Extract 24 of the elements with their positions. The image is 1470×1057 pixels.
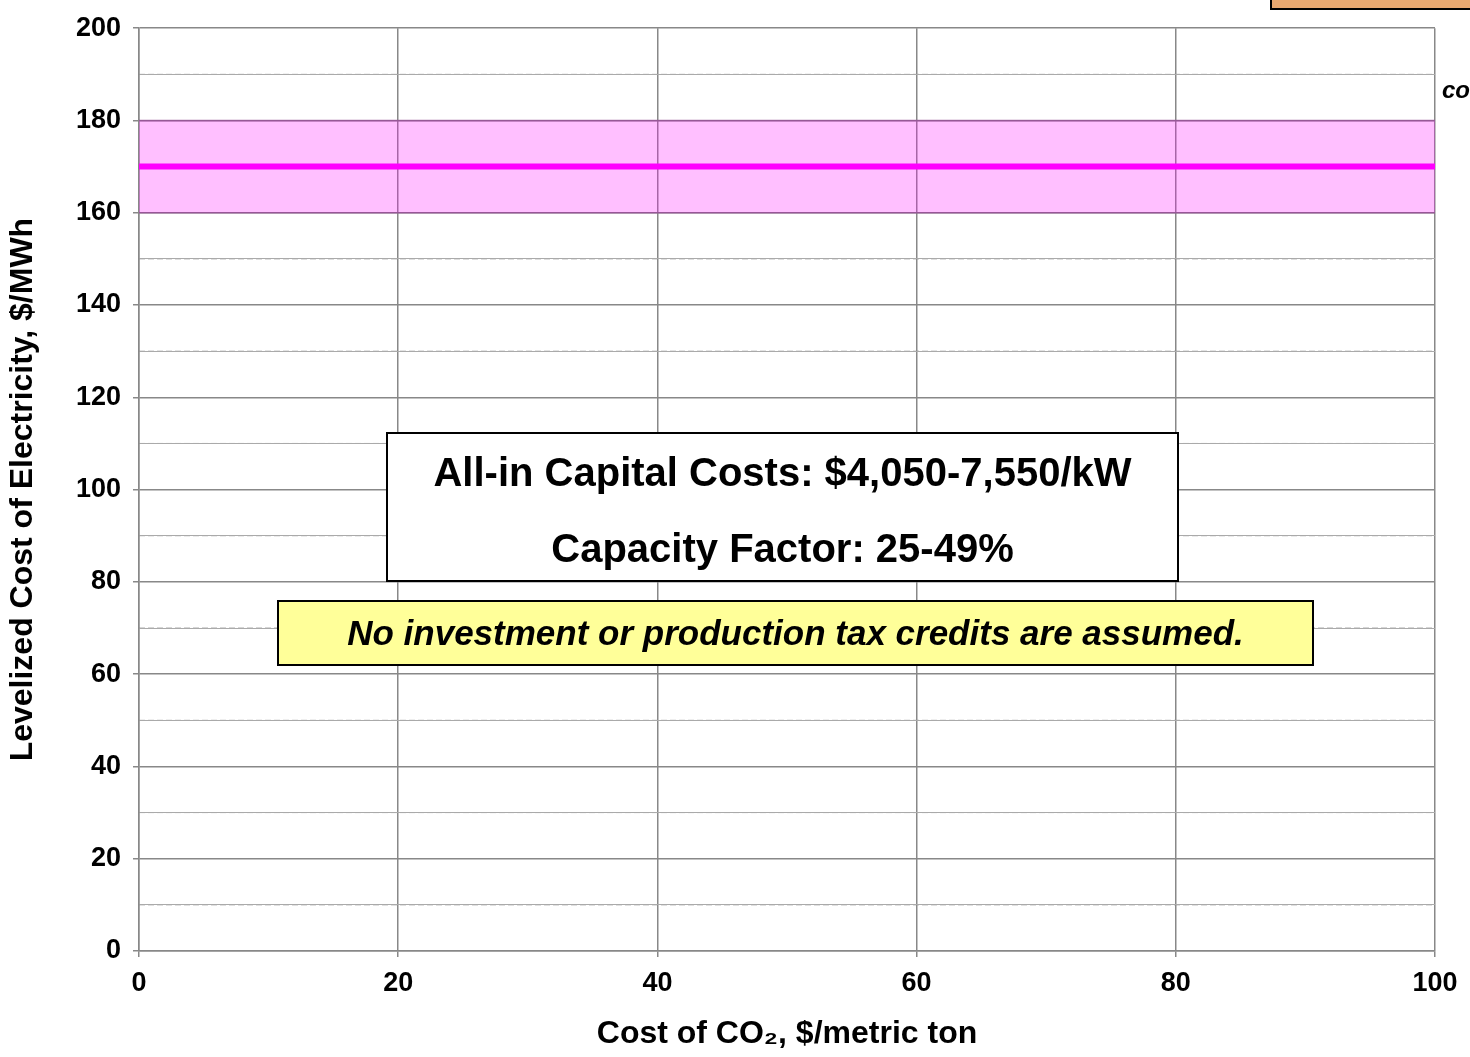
y-tick-label: 120 bbox=[75, 380, 121, 411]
note-box: No investment or production tax credits are assumed. bbox=[277, 600, 1314, 666]
annotation: All-in Capital Costs: $4,050-7,550/kW bbox=[432, 449, 1133, 496]
x-tick-label: 100 bbox=[1412, 966, 1458, 997]
y-tick-label: 0 bbox=[105, 934, 121, 965]
y-tick-label: 140 bbox=[75, 288, 121, 319]
x-tick-label: 0 bbox=[131, 966, 147, 997]
x-axis-title: Cost of CO₂, $/metric ton bbox=[596, 1013, 978, 1050]
annotation: Capacity Factor: 25-49% bbox=[550, 525, 1015, 572]
x-tick-label: 60 bbox=[901, 966, 932, 997]
y-tick-label: 180 bbox=[75, 103, 121, 134]
text-box: All-in Capital Costs: $4,050-7,550/kW Capacity Factor: 25-49% bbox=[386, 432, 1179, 582]
text: co bbox=[1442, 76, 1470, 104]
y-tick-label: 160 bbox=[75, 196, 121, 227]
y-tick-label: 20 bbox=[90, 842, 121, 873]
x-tick-label: 40 bbox=[642, 966, 673, 997]
y-tick-label: 200 bbox=[75, 11, 121, 42]
y-tick-label: 80 bbox=[90, 565, 121, 596]
x-tick-label: 20 bbox=[383, 966, 414, 997]
y-tick-label: 40 bbox=[90, 749, 121, 780]
y-tick-label: 60 bbox=[90, 657, 121, 688]
y-tick-label: 100 bbox=[75, 473, 121, 504]
x-tick-label: 80 bbox=[1160, 966, 1191, 997]
y-axis-title: Levelized Cost of Electricity, $/MWh bbox=[3, 217, 40, 762]
